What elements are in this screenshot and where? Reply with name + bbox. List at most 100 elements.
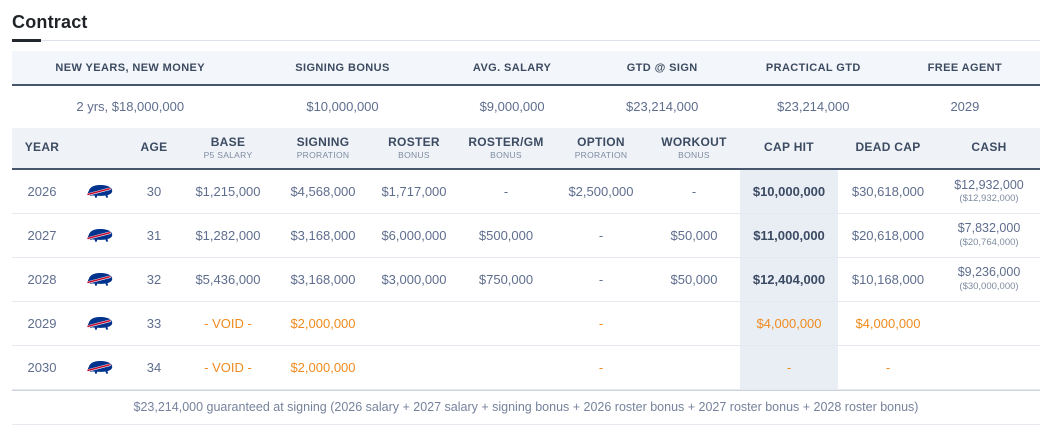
page-title: Contract xyxy=(12,12,88,32)
col-header-signing-proration: SIGNING PRORATION xyxy=(276,128,370,170)
team-logo-cell[interactable] xyxy=(72,169,128,214)
cash-cell: $12,932,000 ($12,932,000) xyxy=(938,169,1040,214)
year-cell: 2030 xyxy=(12,345,72,390)
option-proration-cell: - xyxy=(554,257,648,302)
workout-bonus-cell xyxy=(648,345,740,390)
dead-cap-cell: $10,168,000 xyxy=(838,257,938,302)
dead-cap-cell: $20,618,000 xyxy=(838,213,938,258)
workout-bonus-cell: $50,000 xyxy=(648,257,740,302)
summary-value-avg-salary: $9,000,000 xyxy=(479,99,545,114)
buffalo-bills-logo-icon[interactable] xyxy=(85,270,115,286)
cap-hit-cell: $11,000,000 xyxy=(740,213,838,258)
summary-header-avg-salary: AVG. SALARY xyxy=(472,62,552,74)
signing-proration-cell: $2,000,000 xyxy=(276,301,370,346)
contract-table-row: 2026 30 $1,215,000 $4,568,000 $1,717,000… xyxy=(12,169,1040,214)
team-logo-cell[interactable] xyxy=(72,345,128,390)
summary-value-signing-bonus: $10,000,000 xyxy=(306,99,379,114)
signing-proration-cell: $2,000,000 xyxy=(276,345,370,390)
cap-hit-cell: $4,000,000 xyxy=(740,301,838,346)
signing-proration-cell: $4,568,000 xyxy=(276,169,370,214)
buffalo-bills-logo-icon[interactable] xyxy=(85,314,115,330)
col-header-base-p5-salary: BASE P5 SALARY xyxy=(180,128,276,170)
cash-cell xyxy=(938,345,1040,390)
cash-value: $7,832,000 xyxy=(957,221,1021,236)
col-header-workout-bonus: WORKOUT BONUS xyxy=(648,128,740,170)
cash-sub-value: ($20,764,000) xyxy=(959,237,1019,249)
signing-proration-cell: $3,168,000 xyxy=(276,257,370,302)
col-header-dead-cap: DEAD CAP xyxy=(838,128,938,170)
roster-gm-bonus-cell xyxy=(458,345,554,390)
summary-header-free-agent: FREE AGENT xyxy=(927,62,1003,74)
buffalo-bills-logo-icon[interactable] xyxy=(85,226,115,242)
age-cell: 31 xyxy=(128,213,180,258)
workout-bonus-cell xyxy=(648,301,740,346)
cash-value: $12,932,000 xyxy=(954,177,1024,192)
team-logo-cell[interactable] xyxy=(72,257,128,302)
contract-summary: NEW YEARS, NEW MONEY SIGNING BONUS AVG. … xyxy=(12,51,1040,126)
contract-table-row: 2027 31 $1,282,000 $3,168,000 $6,000,000… xyxy=(12,213,1040,258)
base-salary-cell: $1,215,000 xyxy=(180,169,276,214)
roster-gm-bonus-cell: $750,000 xyxy=(458,257,554,302)
dead-cap-cell: $4,000,000 xyxy=(838,301,938,346)
option-proration-cell: $2,500,000 xyxy=(554,169,648,214)
summary-value-practical-gtd: $23,214,000 xyxy=(777,99,850,114)
dead-cap-cell: - xyxy=(838,345,938,390)
title-accent-bar xyxy=(12,39,41,42)
age-cell: 33 xyxy=(128,301,180,346)
roster-bonus-cell xyxy=(370,345,458,390)
contract-table-row: 2028 32 $5,436,000 $3,168,000 $3,000,000… xyxy=(12,257,1040,302)
team-logo-cell[interactable] xyxy=(72,213,128,258)
contract-year-table: YEAR AGE BASE P5 SALARY SIGNING PRORATION … xyxy=(12,128,1040,390)
summary-value-gtd-at-sign: $23,214,000 xyxy=(626,99,699,114)
age-cell: 32 xyxy=(128,257,180,302)
buffalo-bills-logo-icon[interactable] xyxy=(85,358,115,374)
roster-bonus-cell: $1,717,000 xyxy=(370,169,458,214)
roster-bonus-cell: $3,000,000 xyxy=(370,257,458,302)
team-logo-cell[interactable] xyxy=(72,301,128,346)
buffalo-bills-logo-icon[interactable] xyxy=(85,183,115,198)
roster-bonus-cell: $6,000,000 xyxy=(370,213,458,258)
roster-bonus-cell xyxy=(370,301,458,346)
cash-cell xyxy=(938,301,1040,346)
cash-cell: $9,236,000 ($30,000,000) xyxy=(938,257,1040,302)
summary-value-free-agent: 2029 xyxy=(950,99,980,114)
summary-header-signing-bonus: SIGNING BONUS xyxy=(295,62,390,74)
title-divider xyxy=(12,39,1040,42)
contract-table-row: 2029 33 - VOID - $2,000,000 - $4,000,000… xyxy=(12,301,1040,346)
summary-header-row: NEW YEARS, NEW MONEY SIGNING BONUS AVG. … xyxy=(12,51,1040,86)
cash-sub-value: ($30,000,000) xyxy=(959,281,1019,293)
summary-header-practical-gtd: PRACTICAL GTD xyxy=(765,62,861,74)
base-salary-cell: $5,436,000 xyxy=(180,257,276,302)
cap-hit-cell: $10,000,000 xyxy=(740,169,838,214)
col-header-age: AGE xyxy=(128,128,180,170)
table-header-row: YEAR AGE BASE P5 SALARY SIGNING PRORATION … xyxy=(12,128,1040,170)
col-header-roster-gm-bonus: ROSTER/GM BONUS xyxy=(458,128,554,170)
col-header-year: YEAR xyxy=(12,128,72,170)
base-salary-cell: - VOID - xyxy=(180,301,276,346)
roster-gm-bonus-cell: $500,000 xyxy=(458,213,554,258)
summary-header-new-money: NEW YEARS, NEW MONEY xyxy=(55,62,206,74)
cap-hit-cell: $12,404,000 xyxy=(740,257,838,302)
col-header-cash: CASH xyxy=(938,128,1040,170)
roster-gm-bonus-cell: - xyxy=(458,169,554,214)
col-header-option-proration: OPTION PRORATION xyxy=(554,128,648,170)
cash-value: $9,236,000 xyxy=(957,265,1021,280)
summary-value-new-money: 2 yrs, $18,000,000 xyxy=(76,99,185,114)
year-cell: 2029 xyxy=(12,301,72,346)
year-cell: 2027 xyxy=(12,213,72,258)
age-cell: 30 xyxy=(128,169,180,214)
signing-proration-cell: $3,168,000 xyxy=(276,213,370,258)
workout-bonus-cell: - xyxy=(648,169,740,214)
age-cell: 34 xyxy=(128,345,180,390)
summary-header-gtd-at-sign: GTD @ SIGN xyxy=(626,62,698,74)
option-proration-cell: - xyxy=(554,345,648,390)
dead-cap-cell: $30,618,000 xyxy=(838,169,938,214)
col-header-team xyxy=(72,128,128,170)
col-header-roster-bonus: ROSTER BONUS xyxy=(370,128,458,170)
base-salary-cell: $1,282,000 xyxy=(180,213,276,258)
option-proration-cell: - xyxy=(554,301,648,346)
cash-sub-value: ($12,932,000) xyxy=(959,193,1019,205)
contract-section: Contract NEW YEARS, NEW MONEY SIGNING BO… xyxy=(12,12,1040,425)
option-proration-cell: - xyxy=(554,213,648,258)
base-salary-cell: - VOID - xyxy=(180,345,276,390)
